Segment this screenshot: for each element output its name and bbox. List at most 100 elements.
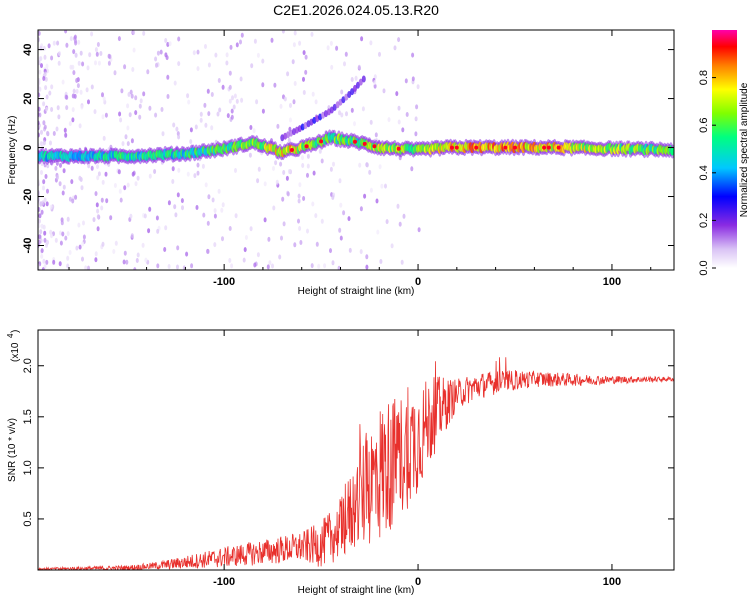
spectrogram-noise-cell: [218, 107, 222, 113]
spectrogram-noise-cell: [122, 259, 126, 265]
x-tick-label: -100: [213, 576, 235, 588]
spectrogram-noise-cell: [100, 205, 104, 211]
spectrogram-noise-cell: [397, 119, 401, 125]
snr-frame: [37, 329, 675, 571]
spectrogram-noise-cell: [378, 164, 382, 170]
spectrogram-noise-cell: [338, 227, 342, 233]
spectrogram-noise-cell: [213, 213, 217, 219]
spectrogram-noise-cell: [373, 74, 377, 80]
spectrogram-noise-cell: [148, 105, 152, 111]
spectrogram-noise-cell: [43, 230, 47, 236]
spectrogram-noise-cell: [153, 169, 157, 174]
spectrogram-noise-cell: [52, 259, 56, 265]
spectrogram-noise-cell: [268, 260, 272, 266]
spectrogram-noise-cell: [148, 173, 152, 179]
spectrogram-noise-cell: [135, 258, 139, 263]
spectrogram-noise-cell: [395, 91, 399, 97]
spectrogram-noise-cell: [45, 94, 49, 100]
spectrogram-noise-cell: [379, 259, 383, 264]
spectrogram-noise-cell: [320, 218, 324, 224]
spectrogram-noise-cell: [142, 30, 146, 36]
spectrogram-noise-cell: [77, 39, 81, 45]
spectrogram-noise-cell: [57, 60, 61, 66]
spectrogram-noise-cell: [109, 215, 113, 221]
y-tick-label: 40: [22, 43, 34, 55]
spectrogram-noise-cell: [266, 264, 270, 270]
spectrogram-noise-cell: [279, 161, 283, 167]
spectrogram-panel: -100 0 100 -40 -20 0 20 40 Height of straight l…: [7, 29, 675, 297]
spectrogram-noise-cell: [73, 34, 77, 40]
spectrogram-noise-cell: [231, 95, 234, 101]
spectrogram-noise-cell: [263, 181, 267, 187]
spectrogram-noise-cell: [411, 76, 415, 82]
spectrogram-noise-cell: [86, 65, 90, 71]
spectrogram-noise-cell: [310, 31, 314, 37]
spectrogram-noise-cell: [75, 88, 79, 94]
spectrogram-noise-cell: [95, 202, 99, 208]
spectrogram-noise-cell: [90, 84, 94, 90]
spectrogram-noise-cell: [74, 40, 78, 46]
spectrogram-noise-cell: [210, 125, 214, 131]
spectrogram-noise-cell: [286, 191, 290, 197]
spectrogram-noise-cell: [230, 263, 234, 269]
spectrogram-noise-cell: [101, 92, 104, 98]
colorbar-tick-label: 0.6: [698, 118, 710, 133]
snr-panel: -100 0 100 0.5 1.0 1.5 2.0 Height of straight …: [6, 329, 675, 596]
spectrogram-noise-cell: [38, 213, 42, 219]
spectrogram-noise-cell: [136, 252, 140, 258]
colorbar-label: Normalized spectral amplitude: [739, 82, 750, 217]
spectrogram-noise-cell: [45, 201, 49, 207]
spectrogram-noise-cell: [142, 91, 146, 97]
spectrogram-noise-cell: [234, 213, 238, 219]
spectrogram-noise-cell: [147, 228, 151, 234]
spectrogram-noise-cell: [410, 166, 414, 172]
spectrogram-noise-cell: [41, 200, 45, 206]
x-tick-label: 100: [603, 276, 621, 288]
spectrogram-noise-cell: [130, 138, 134, 144]
spectrogram-noise-cell: [38, 86, 42, 92]
x-tick-label: 0: [415, 276, 421, 288]
spectrogram-noise-cell: [134, 181, 138, 187]
spectrogram-noise-cell: [196, 170, 200, 176]
y-tick-label: -20: [22, 189, 34, 205]
spectrogram-noise-cell: [190, 263, 194, 269]
snr-y-scale-base: (x10: [10, 342, 21, 362]
spectrogram-noise-cell: [75, 78, 79, 83]
snr-x-label: Height of straight line (km): [298, 585, 415, 596]
spectrogram-noise-cell: [195, 205, 199, 210]
spectrogram-noise-cell: [280, 235, 283, 241]
spectrogram-noise-cell: [414, 116, 418, 122]
spectrogram-noise-cell: [136, 175, 140, 181]
spectrogram-noise-cell: [113, 183, 117, 188]
spectrogram-noise-cell: [292, 99, 296, 105]
spectrogram-branch-cell: [361, 75, 366, 83]
spectrogram-noise-cell: [329, 248, 332, 254]
spectrogram-noise-cell: [345, 111, 348, 117]
spectrogram-noise-cell: [166, 74, 170, 80]
spectrogram-noise-cell: [90, 31, 94, 37]
spectrogram-noise-cell: [411, 52, 415, 58]
spectrogram-noise-cell: [189, 127, 193, 133]
spectrogram-noise-cell: [387, 117, 391, 123]
spectrogram-noise-cell: [171, 166, 175, 172]
spectrogram-noise-cell: [187, 99, 191, 105]
spectrogram-noise-cell: [207, 62, 211, 68]
spectrogram-noise-cell: [131, 171, 135, 177]
spectrogram-noise-cell: [253, 262, 257, 268]
spectrogram-noise-cell: [378, 51, 381, 57]
spectrogram-noise-cell: [96, 208, 100, 214]
spectrogram-noise-cell: [256, 178, 260, 184]
spectrogram-noise-cell: [129, 213, 133, 219]
spectrogram-noise-cell: [102, 96, 106, 102]
spectrogram-noise-cell: [88, 52, 92, 58]
spectrogram-noise-cell: [117, 36, 121, 42]
spectrogram-noise-cell: [235, 98, 239, 104]
spectrogram-noise-cell: [348, 247, 352, 253]
spectrogram-noise-cell: [274, 160, 278, 166]
spectrogram-noise-cell: [87, 163, 91, 169]
spectrogram-noise-cell: [186, 171, 190, 177]
spectrogram-noise-cell: [281, 196, 285, 202]
spectrogram-noise-cell: [126, 182, 130, 188]
spectrogram-noise-cell: [291, 59, 295, 65]
